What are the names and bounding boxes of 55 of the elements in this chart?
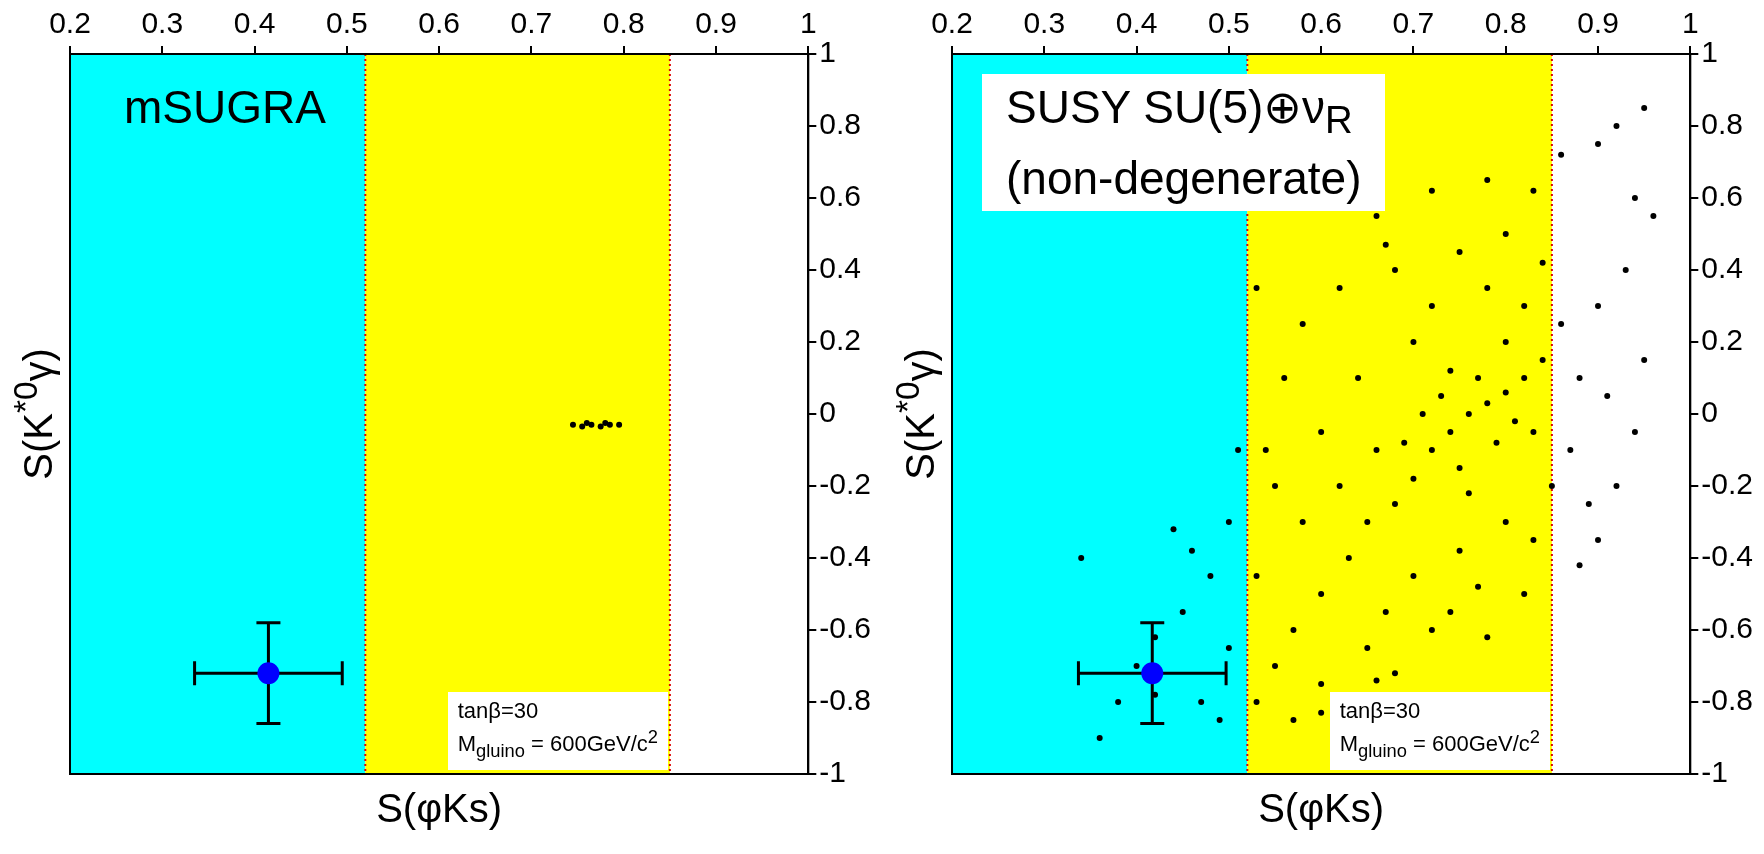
y-tick-label: 0.4 bbox=[819, 251, 862, 285]
x-tick-label: 0.9 bbox=[1577, 6, 1619, 40]
text: SUSY SU(5)⊕ν$_{R}$ bbox=[1006, 80, 1354, 144]
y-tick-label: 0 bbox=[1701, 395, 1718, 429]
y-tick-label: -0.4 bbox=[819, 539, 872, 573]
x-tick-label: 0.8 bbox=[602, 6, 645, 40]
point bbox=[588, 421, 595, 428]
point bbox=[606, 421, 613, 428]
annotation: tanβ=30 bbox=[1339, 698, 1422, 725]
y-tick-label: 0.6 bbox=[1701, 179, 1744, 213]
y-tick-label: -0.2 bbox=[819, 467, 872, 501]
y-tick-label: 0.2 bbox=[819, 323, 862, 357]
y-tick-label: 0.6 bbox=[819, 179, 862, 213]
x-tick-label: 0.7 bbox=[1392, 6, 1435, 40]
point bbox=[579, 423, 586, 430]
y-tick-label: 1 bbox=[819, 35, 836, 69]
point bbox=[616, 421, 623, 428]
point bbox=[257, 662, 280, 685]
x-axis-title: S(φKs) bbox=[375, 786, 504, 831]
x-tick-label: 0.3 bbox=[1023, 6, 1066, 40]
y-tick-label: -1 bbox=[819, 755, 846, 789]
y-tick-label: -0.6 bbox=[819, 611, 872, 645]
y-tick-label: 0.4 bbox=[1701, 251, 1744, 285]
text: mSUGRA bbox=[124, 80, 326, 135]
x-tick-label: 0.7 bbox=[510, 6, 553, 40]
x-tick-label: 0.9 bbox=[695, 6, 737, 40]
x-tick-label: 0.5 bbox=[1208, 6, 1250, 40]
x-tick-label: 0.8 bbox=[1484, 6, 1527, 40]
y-tick-label: -0.8 bbox=[1701, 683, 1754, 717]
point bbox=[597, 423, 604, 430]
x-tick-label: 0.2 bbox=[49, 6, 91, 40]
x-tick-label: 0.6 bbox=[1300, 6, 1343, 40]
y-tick-label: 1 bbox=[1701, 35, 1718, 69]
y-tick-label: -0.4 bbox=[1701, 539, 1754, 573]
x-tick-label: 0.5 bbox=[326, 6, 368, 40]
point bbox=[602, 420, 609, 426]
y-tick-label: -0.6 bbox=[1701, 611, 1754, 645]
x-tick-label: 0.6 bbox=[418, 6, 461, 40]
point bbox=[569, 421, 576, 428]
y-tick-label: -0.2 bbox=[1701, 467, 1754, 501]
x-tick-label: 0.2 bbox=[931, 6, 973, 40]
x-tick-label: 0.4 bbox=[233, 6, 276, 40]
annotation: M$_{gluino}$ = 600GeV/c$^{2}$ bbox=[457, 725, 659, 763]
x-axis-title: S(φKs) bbox=[1257, 786, 1386, 831]
y-tick-label: -0.8 bbox=[819, 683, 872, 717]
y-tick-label: 0.8 bbox=[819, 107, 862, 141]
y-tick-label: 0.2 bbox=[1701, 323, 1744, 357]
y-tick-label: 0.8 bbox=[1701, 107, 1744, 141]
text: (non-degenerate) bbox=[1006, 151, 1362, 207]
annotation: M$_{gluino}$ = 600GeV/c$^{2}$ bbox=[1339, 725, 1541, 763]
x-tick-label: 0.3 bbox=[141, 6, 184, 40]
y-tick-label: -1 bbox=[1701, 755, 1728, 789]
annotation: tanβ=30 bbox=[457, 698, 540, 725]
x-tick-label: 0.4 bbox=[1115, 6, 1158, 40]
y-tick-label: 0 bbox=[819, 395, 836, 429]
